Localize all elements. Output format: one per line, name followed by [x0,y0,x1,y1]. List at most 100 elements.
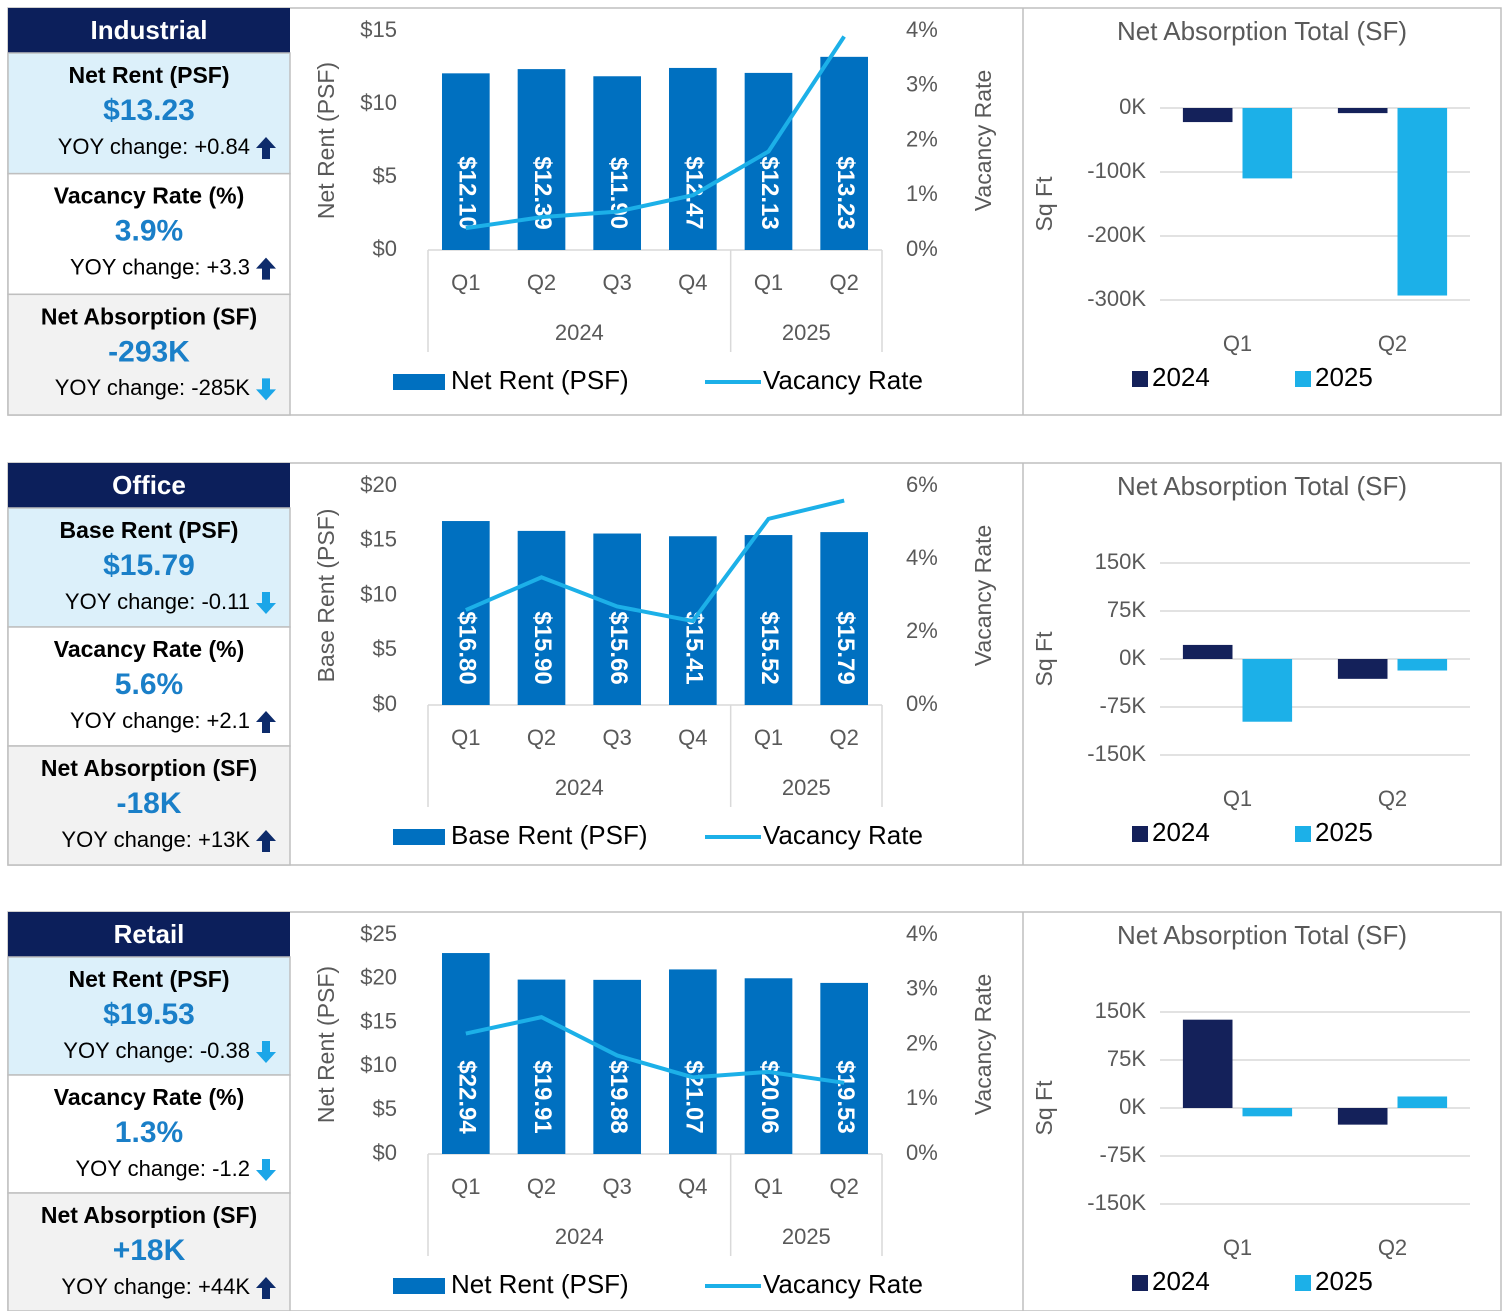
stat-value: 5.6% [115,668,183,701]
x-tick-label: Q2 [829,270,858,295]
legend-swatch [393,829,445,845]
x-tick-label: Q4 [678,1174,707,1199]
bar [593,979,642,1154]
group-label: 2025 [782,1224,831,1249]
y2-tick-label: 4% [906,921,938,946]
y-axis-title: Sq Ft [1031,631,1057,687]
x-tick-label: Q4 [678,270,707,295]
chart-title: Net Absorption Total (SF) [1117,16,1407,46]
data-label: $15.41 [680,611,707,684]
y-tick-label: $25 [360,921,397,946]
stat-box [7,1074,291,1194]
stat-label: Net Absorption (SF) [41,755,257,781]
x-tick-label: Q3 [602,1174,631,1199]
arrow-down [256,1159,276,1181]
y-tick-label: -200K [1087,222,1146,247]
x-tick-label: Q2 [829,1174,858,1199]
y-tick-label: 0K [1119,645,1146,670]
y2-tick-label: 1% [906,1085,938,1110]
y-tick-label: $0 [373,1140,397,1165]
data-label: $15.66 [605,611,632,684]
arrow-up [256,137,276,159]
bar [820,56,869,251]
x-tick-label: Q1 [754,725,783,750]
arrow-down [256,1041,276,1063]
legend-label: Net Rent (PSF) [451,365,629,395]
y2-tick-label: 3% [906,976,938,1001]
y2-axis-title: Vacancy Rate [970,974,996,1115]
y-tick-label: 0K [1119,1094,1146,1119]
chart-title: Net Absorption Total (SF) [1117,471,1407,501]
stat-label: Vacancy Rate (%) [54,1084,244,1110]
x-tick-label: Q1 [1223,331,1252,356]
stat-label: Net Absorption (SF) [41,1202,257,1228]
data-label: $15.79 [832,611,859,684]
arrow-down [256,592,276,614]
stat-box [7,52,291,175]
y2-tick-label: 0% [906,236,938,261]
group-label: 2024 [555,775,604,800]
group-label: 2025 [782,775,831,800]
data-label: $12.13 [756,156,783,229]
stat-value: +18K [113,1234,186,1267]
y-tick-label: 150K [1095,998,1147,1023]
legend-label: 2025 [1315,362,1373,392]
y-tick-label: -150K [1087,741,1146,766]
y2-tick-label: 2% [906,618,938,643]
legend-label: Vacancy Rate [763,820,923,850]
stat-label: Vacancy Rate (%) [54,636,244,662]
y-tick-label: -100K [1087,158,1146,183]
legend-label: Base Rent (PSF) [451,820,648,850]
y-tick-label: 75K [1107,597,1146,622]
stat-label: Vacancy Rate (%) [54,183,244,209]
data-label: $15.90 [529,611,556,684]
stat-box [7,293,291,416]
arrow-up [256,1277,276,1299]
x-tick-label: Q1 [1223,786,1252,811]
bar [1182,108,1233,123]
bar [744,978,793,1154]
stat-change: YOY change: +44K [61,1274,250,1299]
y2-tick-label: 2% [906,1030,938,1055]
stat-value: $15.79 [103,549,195,582]
x-tick-label: Q2 [1378,1235,1407,1260]
bar [1337,1108,1388,1125]
x-tick-label: Q1 [754,1174,783,1199]
panel-title: Retail [114,919,185,949]
x-tick-label: Q2 [829,725,858,750]
data-label: $21.07 [680,1060,707,1133]
legend-swatch [1132,826,1148,842]
bar [1337,659,1388,679]
stat-change: YOY change: +3.3 [70,254,250,279]
bar [517,530,566,705]
y-tick-label: $10 [360,90,397,115]
bar [441,953,490,1154]
stat-change: YOY change: -1.2 [76,1156,251,1181]
y-tick-label: $15 [360,1008,397,1033]
stat-change: YOY change: -285K [55,375,251,400]
y-axis-title: Sq Ft [1031,176,1057,232]
group-label: 2024 [555,320,604,345]
y-tick-label: -150K [1087,1190,1146,1215]
stat-value: $19.53 [103,998,195,1031]
panel-header [8,8,290,53]
y-tick-label: $10 [360,1052,397,1077]
y2-tick-label: 4% [906,17,938,42]
bar [593,533,642,705]
x-tick-label: Q1 [451,725,480,750]
legend-swatch [393,1278,445,1294]
y2-tick-label: 4% [906,545,938,570]
bar [668,969,717,1154]
y-tick-label: -75K [1100,693,1147,718]
line [465,35,846,231]
legend-label: 2025 [1315,817,1373,847]
y-tick-label: $10 [360,581,397,606]
arrow-up [256,257,276,280]
bar [1242,1108,1293,1117]
legend-label: Vacancy Rate [763,1269,923,1299]
group-label: 2025 [782,320,831,345]
bar [1397,659,1448,671]
data-label: $22.94 [453,1060,480,1134]
